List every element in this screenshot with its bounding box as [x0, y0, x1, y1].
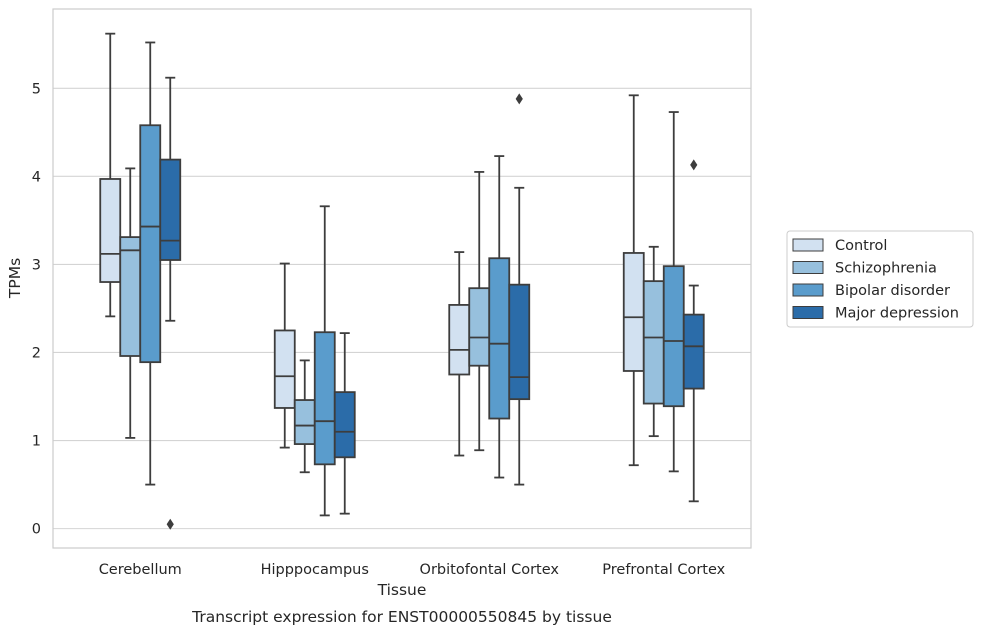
legend-swatch: [792, 306, 824, 319]
legend-swatch: [792, 283, 824, 297]
legend: Control Schizophrenia Bipolar disorder Majo…: [786, 230, 974, 328]
iqr-box: [313, 331, 336, 466]
box-series: [99, 32, 705, 530]
x-tick-label: Orbitofontal Cortex: [420, 562, 560, 578]
legend-label: Bipolar disorder: [835, 283, 950, 299]
iqr-box: [642, 280, 665, 405]
y-axis-ticks: 0 1 2 3 4 5: [32, 81, 41, 537]
iqr-box: [119, 236, 142, 357]
box-schizophrenia: [293, 359, 316, 474]
x-tick-label: Prefrontal Cortex: [602, 562, 725, 578]
iqr-box: [159, 158, 182, 261]
y-tick-label: 5: [32, 81, 41, 97]
box-schizophrenia: [468, 171, 491, 452]
box-bipolar-disorder: [139, 41, 162, 486]
box-control: [273, 262, 296, 449]
legend-swatch: [792, 261, 824, 274]
chart-caption: Transcript expression for ENST0000055084…: [191, 608, 612, 626]
legend-label: Major depression: [835, 306, 959, 322]
iqr-box: [273, 329, 296, 409]
x-tick-label: Cerebellum: [99, 562, 182, 578]
x-axis-ticks: Cerebellum Hipppocampus Orbitofontal Corte…: [99, 562, 726, 578]
box-bipolar-disorder: [313, 205, 336, 517]
outlier-point: [690, 159, 698, 171]
x-axis-label: Tissue: [377, 581, 427, 599]
box-major-depression: [159, 76, 182, 530]
y-tick-label: 1: [32, 434, 41, 450]
iqr-box: [662, 265, 685, 408]
legend-frame: [786, 230, 974, 328]
box-major-depression: [682, 159, 705, 503]
legend-label: Control: [835, 238, 887, 254]
box-control: [99, 32, 122, 318]
iqr-box: [622, 252, 645, 372]
y-tick-label: 0: [32, 522, 41, 538]
y-tick-label: 3: [32, 257, 41, 273]
iqr-box: [488, 257, 511, 420]
iqr-box: [139, 124, 162, 364]
y-tick-label: 2: [32, 345, 41, 361]
y-axis-label: TPMs: [6, 258, 24, 299]
legend-swatch: [792, 238, 824, 252]
iqr-box: [682, 313, 705, 390]
iqr-box: [508, 283, 531, 401]
box-schizophrenia: [119, 167, 142, 439]
legend-label: Schizophrenia: [835, 261, 937, 277]
box-bipolar-disorder: [662, 111, 685, 473]
iqr-box: [468, 287, 491, 367]
plot-area-frame: [52, 8, 752, 549]
box-major-depression: [508, 93, 531, 486]
x-tick-label: Hipppocampus: [261, 562, 369, 578]
iqr-box: [448, 304, 471, 376]
iqr-box: [293, 399, 316, 445]
box-control: [448, 251, 471, 457]
iqr-box: [99, 178, 122, 283]
box-control: [622, 94, 645, 467]
box-schizophrenia: [642, 245, 665, 438]
iqr-box: [333, 391, 356, 459]
outlier-point: [515, 93, 523, 105]
box-major-depression: [333, 332, 356, 515]
box-bipolar-disorder: [488, 155, 511, 479]
y-tick-label: 4: [32, 169, 41, 185]
outlier-point: [166, 518, 174, 530]
